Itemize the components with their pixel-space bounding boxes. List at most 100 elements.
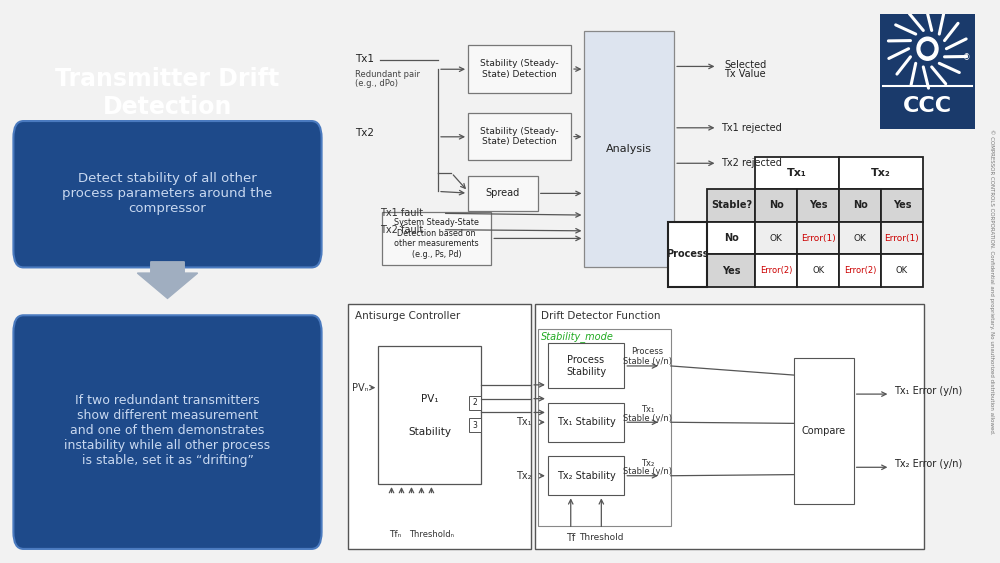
Text: Antisurge Controller: Antisurge Controller (355, 311, 460, 321)
Circle shape (917, 37, 938, 60)
Text: No: No (724, 233, 739, 243)
FancyBboxPatch shape (13, 315, 322, 549)
FancyBboxPatch shape (839, 157, 923, 189)
Text: Tx₂ Stability: Tx₂ Stability (557, 471, 615, 481)
Text: Tx₁: Tx₁ (641, 405, 654, 414)
Text: OK: OK (812, 266, 824, 275)
Text: Error(1): Error(1) (801, 234, 835, 243)
Text: Tx Value: Tx Value (724, 69, 766, 79)
Text: Tx₂ Error (y/n): Tx₂ Error (y/n) (894, 459, 962, 470)
Text: Tx₂: Tx₂ (516, 471, 531, 481)
FancyBboxPatch shape (839, 254, 881, 287)
Text: Stability (Steady-
State) Detection: Stability (Steady- State) Detection (480, 59, 559, 79)
FancyBboxPatch shape (707, 254, 755, 287)
FancyBboxPatch shape (755, 254, 797, 287)
Text: Compare: Compare (802, 426, 846, 436)
Text: Tx2 rejected: Tx2 rejected (721, 158, 782, 168)
Text: Process: Process (631, 347, 664, 356)
Text: Error(2): Error(2) (844, 266, 876, 275)
Text: 2: 2 (473, 399, 477, 408)
Text: PV₁: PV₁ (421, 394, 439, 404)
Text: Tx₁: Tx₁ (787, 168, 807, 178)
Text: Error(1): Error(1) (885, 234, 919, 243)
FancyBboxPatch shape (584, 31, 674, 267)
Text: No: No (853, 200, 867, 211)
FancyBboxPatch shape (348, 304, 531, 549)
Text: Tx₁ Error (y/n): Tx₁ Error (y/n) (894, 386, 962, 396)
Text: Tx2: Tx2 (355, 128, 374, 138)
FancyBboxPatch shape (469, 396, 481, 410)
FancyBboxPatch shape (707, 189, 755, 222)
FancyBboxPatch shape (378, 346, 481, 484)
Text: Tx₂: Tx₂ (871, 168, 891, 178)
FancyBboxPatch shape (755, 189, 797, 222)
Circle shape (921, 42, 934, 56)
FancyBboxPatch shape (534, 304, 924, 549)
Text: 3: 3 (473, 421, 477, 430)
FancyBboxPatch shape (881, 222, 923, 254)
Text: ®: ® (963, 53, 970, 62)
Text: OK: OK (770, 234, 783, 243)
Text: © COMPRESSOR CONTROLS CORPORATION. Confidential and proprietary. No unauthorized: © COMPRESSOR CONTROLS CORPORATION. Confi… (989, 129, 995, 434)
Text: Tx1 fault: Tx1 fault (380, 208, 423, 218)
Text: System Steady-State
Detection based on
other measurements
(e.g., Ps, Pd): System Steady-State Detection based on o… (394, 218, 479, 258)
FancyBboxPatch shape (548, 343, 624, 388)
Text: Stable (y/n): Stable (y/n) (623, 467, 672, 476)
Text: Stable (y/n): Stable (y/n) (623, 357, 672, 366)
Text: OK: OK (896, 266, 908, 275)
FancyBboxPatch shape (797, 254, 839, 287)
Text: PVₙ: PVₙ (352, 383, 368, 392)
Text: Detect stability of all other
process parameters around the
compressor: Detect stability of all other process pa… (62, 172, 273, 215)
Text: Process
Stability: Process Stability (566, 355, 606, 377)
FancyBboxPatch shape (548, 456, 624, 495)
FancyBboxPatch shape (548, 403, 624, 442)
Text: Tx1 rejected: Tx1 rejected (721, 123, 781, 133)
FancyBboxPatch shape (794, 358, 854, 504)
Text: No: No (769, 200, 784, 211)
Text: Selected: Selected (724, 60, 766, 70)
Text: Threshold: Threshold (579, 533, 624, 542)
Text: Drift Detector Function: Drift Detector Function (541, 311, 661, 321)
FancyBboxPatch shape (880, 14, 975, 129)
Text: Stable?: Stable? (711, 200, 752, 211)
FancyBboxPatch shape (468, 176, 538, 211)
Text: CCC: CCC (903, 96, 952, 117)
Text: Stability_mode: Stability_mode (541, 330, 614, 342)
Text: (e.g., dPo): (e.g., dPo) (355, 79, 398, 88)
FancyBboxPatch shape (797, 189, 839, 222)
FancyBboxPatch shape (839, 189, 881, 222)
FancyBboxPatch shape (755, 222, 797, 254)
Text: Thresholdₙ: Thresholdₙ (409, 530, 454, 539)
FancyBboxPatch shape (839, 222, 881, 254)
Text: Tx2 fault: Tx2 fault (380, 225, 423, 235)
FancyArrow shape (137, 262, 198, 298)
Text: Error(2): Error(2) (760, 266, 792, 275)
Text: Tf: Tf (566, 533, 575, 543)
Text: Analysis: Analysis (606, 144, 652, 154)
FancyBboxPatch shape (797, 222, 839, 254)
Text: Tx₂: Tx₂ (641, 459, 654, 468)
Text: Transmitter Drift
Detection: Transmitter Drift Detection (55, 67, 280, 119)
Text: OK: OK (854, 234, 866, 243)
FancyBboxPatch shape (468, 45, 571, 93)
FancyBboxPatch shape (469, 418, 481, 432)
FancyBboxPatch shape (755, 157, 839, 189)
Text: Stability (Steady-
State) Detection: Stability (Steady- State) Detection (480, 127, 559, 146)
FancyBboxPatch shape (538, 329, 671, 526)
FancyBboxPatch shape (468, 113, 571, 160)
Text: Tx₁ Stability: Tx₁ Stability (557, 417, 615, 427)
Text: Stable (y/n): Stable (y/n) (623, 414, 672, 423)
Text: Yes: Yes (893, 200, 911, 211)
FancyBboxPatch shape (13, 121, 322, 267)
Text: Redundant pair: Redundant pair (355, 70, 420, 79)
Text: If two redundant transmitters
show different measurement
and one of them demonst: If two redundant transmitters show diffe… (64, 394, 271, 467)
Text: Spread: Spread (486, 189, 520, 198)
FancyBboxPatch shape (668, 222, 707, 287)
Text: Tfₙ: Tfₙ (389, 530, 401, 539)
FancyBboxPatch shape (881, 254, 923, 287)
Text: Process: Process (666, 249, 709, 260)
Text: Tx₁: Tx₁ (516, 417, 531, 427)
FancyBboxPatch shape (881, 189, 923, 222)
Text: Yes: Yes (722, 266, 741, 276)
FancyBboxPatch shape (382, 212, 491, 265)
